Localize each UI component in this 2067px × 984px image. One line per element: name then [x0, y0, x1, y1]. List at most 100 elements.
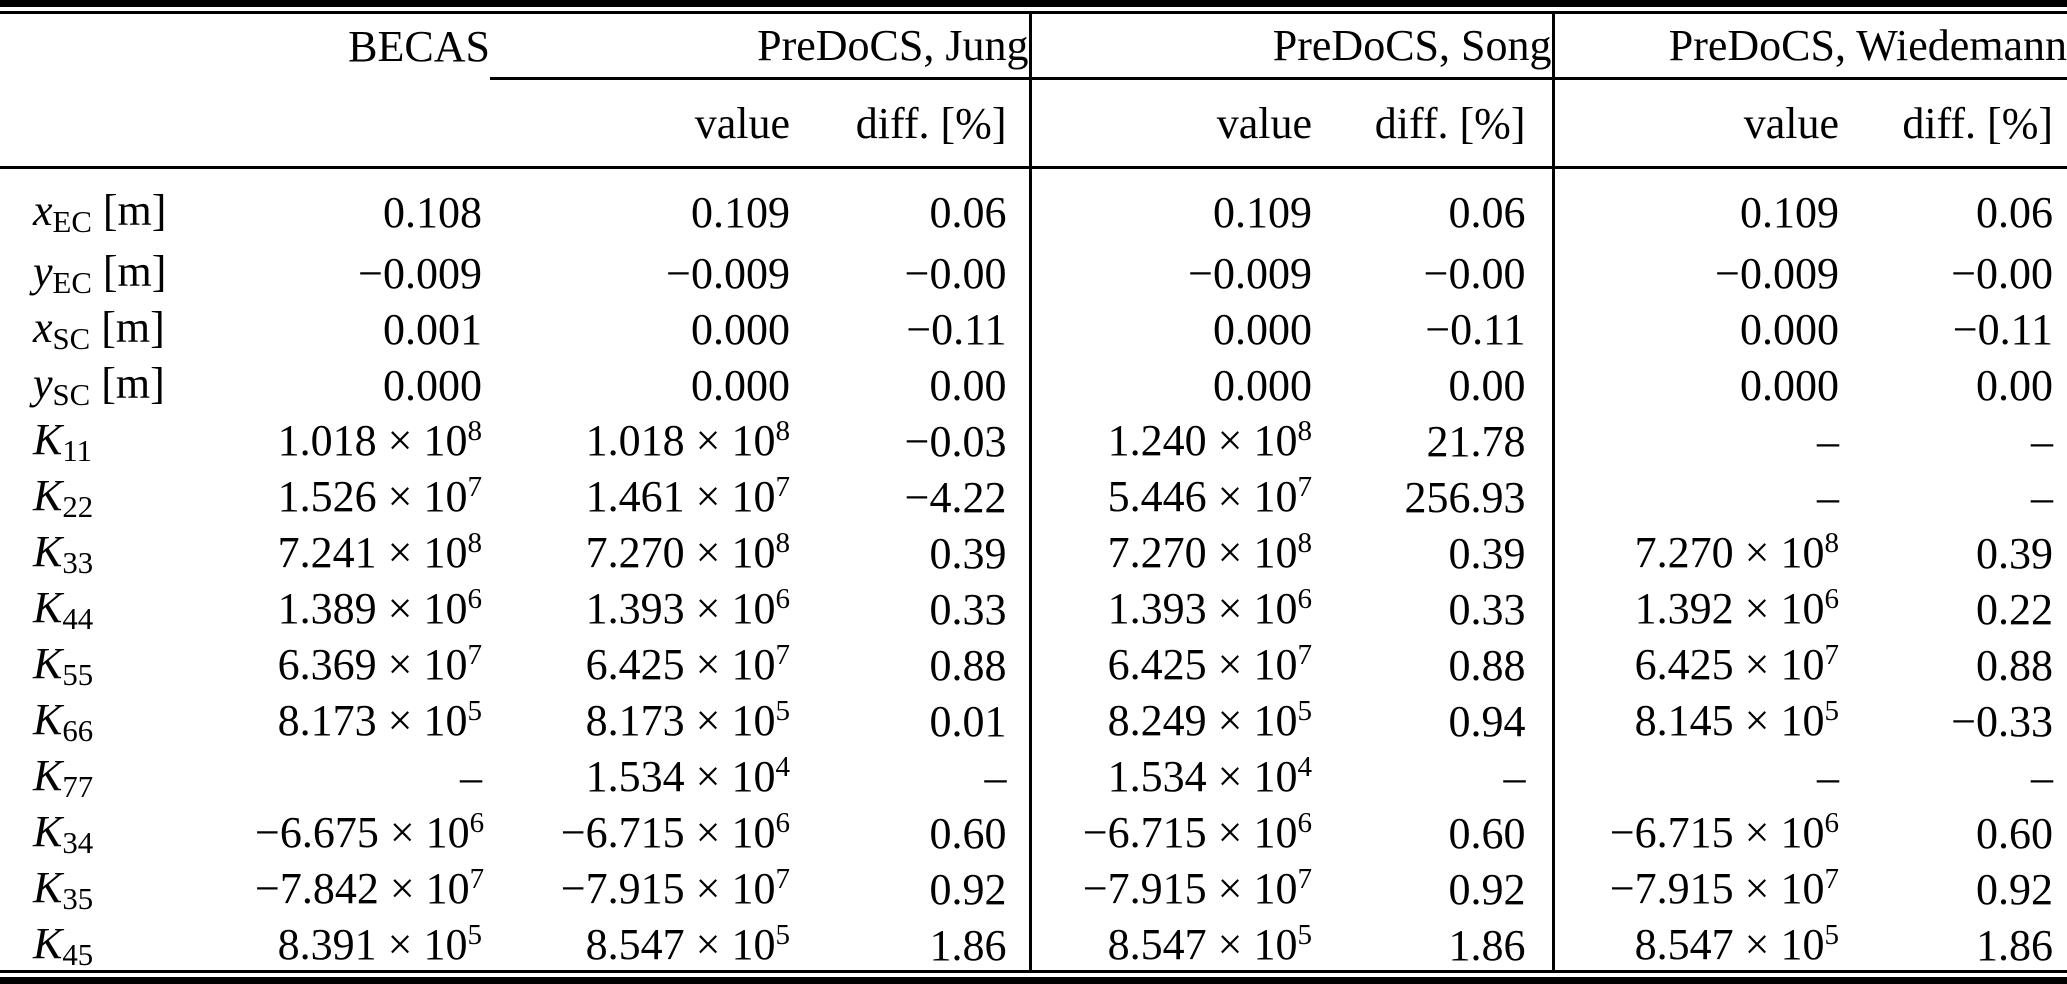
- becas-value: –: [460, 752, 482, 802]
- song-value: 8.547 × 105: [1028, 917, 1320, 973]
- jung-diff: 0.00: [929, 360, 1007, 410]
- song-diff: 21.78: [1426, 416, 1526, 466]
- wiedemann-value: 0.000: [1551, 301, 1845, 357]
- becas-value: 8.391 × 105: [277, 919, 482, 970]
- song-diff: 0.39: [1448, 528, 1526, 578]
- top-rule-thick: [0, 0, 2067, 7]
- wiedemann-diff: 0.60: [1976, 808, 2054, 858]
- table-row: K35 −7.842 × 107 −7.915 × 107 0.92 −7.915 × …: [0, 861, 2067, 917]
- wiedemann-value: –: [1551, 469, 1845, 525]
- row-label: K11: [33, 414, 93, 468]
- row-label: ySC [m]: [33, 358, 165, 412]
- song-value: −6.715 × 106: [1028, 805, 1320, 861]
- song-value: −7.915 × 107: [1028, 861, 1320, 917]
- wiedemann-value: −0.009: [1551, 245, 1845, 301]
- subheader-wiedemann-value: value: [1551, 78, 1845, 169]
- jung-diff: 0.88: [929, 640, 1007, 690]
- wiedemann-value: –: [1551, 749, 1845, 805]
- empty-cell: [0, 78, 255, 169]
- table-row: K22 1.526 × 107 1.461 × 107 −4.22 5.446 × 10…: [0, 469, 2067, 525]
- becas-value: −0.009: [358, 248, 482, 298]
- jung-value: −6.715 × 106: [560, 807, 790, 858]
- song-value: 0.109: [1028, 167, 1320, 245]
- wiedemann-value: 8.145 × 105: [1551, 693, 1845, 749]
- subheader-jung-value: value: [490, 78, 800, 169]
- song-value: 1.393 × 106: [1028, 581, 1320, 637]
- wiedemann-value: 1.392 × 106: [1551, 581, 1845, 637]
- table-row: K33 7.241 × 108 7.270 × 108 0.39 7.270 × 108…: [0, 525, 2067, 581]
- row-label: K44: [33, 582, 94, 636]
- bottom-rule-thick: [0, 977, 2067, 984]
- table-row: ySC [m] 0.000 0.000 0.00 0.000 0.00 0.000 0.00: [0, 357, 2067, 413]
- column-group-header-jung: PreDoCS, Jung: [490, 14, 1030, 80]
- table-header: BECAS PreDoCS, Jung PreDoCS, Song PreDoC…: [0, 14, 2067, 169]
- wiedemann-value: –: [1551, 413, 1845, 469]
- column-group-header-wiedemann: PreDoCS, Wiedemann: [1551, 14, 2067, 80]
- song-value: 1.240 × 108: [1028, 413, 1320, 469]
- becas-value: −7.842 × 107: [255, 863, 485, 914]
- table-row: K44 1.389 × 106 1.393 × 106 0.33 1.393 × 106…: [0, 581, 2067, 637]
- jung-value: 6.425 × 107: [585, 639, 790, 690]
- wiedemann-value: −6.715 × 106: [1551, 805, 1845, 861]
- becas-value: 1.389 × 106: [277, 583, 482, 634]
- row-label: yEC [m]: [33, 246, 167, 300]
- table-row: K77–1.534 × 104–1.534 × 104– – –: [0, 749, 2067, 805]
- jung-diff: −4.22: [904, 472, 1007, 522]
- wiedemann-diff: 0.22: [1976, 584, 2054, 634]
- jung-value: 1.018 × 108: [585, 415, 790, 466]
- jung-diff: –: [984, 752, 1007, 802]
- wiedemann-diff: 1.86: [1976, 920, 2054, 970]
- row-label: K66: [33, 694, 94, 748]
- wiedemann-diff: −0.11: [1952, 304, 2054, 354]
- wiedemann-diff: −0.33: [1951, 696, 2054, 746]
- becas-value: 7.241 × 108: [277, 527, 482, 578]
- becas-value: 0.001: [383, 304, 482, 354]
- wiedemann-value: 0.000: [1551, 357, 1845, 413]
- song-value: 5.446 × 107: [1028, 469, 1320, 525]
- song-value: 7.270 × 108: [1028, 525, 1320, 581]
- column-header-becas: BECAS: [348, 21, 490, 71]
- wiedemann-value: −7.915 × 107: [1551, 861, 1845, 917]
- song-value: −0.009: [1028, 245, 1320, 301]
- wiedemann-diff: 0.06: [1976, 187, 2054, 237]
- subheader-song-value: value: [1028, 78, 1320, 169]
- song-value: 0.000: [1028, 301, 1320, 357]
- song-value: 1.534 × 104: [1028, 749, 1320, 805]
- table-row: K66 8.173 × 105 8.173 × 105 0.01 8.249 × 105…: [0, 693, 2067, 749]
- row-label: K55: [33, 638, 94, 692]
- table-row: yEC [m] −0.009 −0.009 −0.00 −0.009 −0.00 −0.00…: [0, 245, 2067, 301]
- wiedemann-value: 7.270 × 108: [1551, 525, 1845, 581]
- wiedemann-diff: 0.88: [1976, 640, 2054, 690]
- jung-diff: 0.39: [929, 528, 1007, 578]
- wiedemann-diff: −0.00: [1951, 248, 2054, 298]
- group-header-row: BECAS PreDoCS, Jung PreDoCS, Song PreDoC…: [0, 14, 2067, 80]
- comparison-table: BECAS PreDoCS, Jung PreDoCS, Song PreDoC…: [0, 14, 2067, 973]
- table-row: xEC [m] 0.108 0.109 0.06 0.109 0.06 0.109 0.06: [0, 167, 2067, 245]
- wiedemann-diff: –: [2031, 472, 2054, 522]
- wiedemann-value: 0.109: [1551, 167, 1845, 245]
- wiedemann-diff: 0.39: [1976, 528, 2054, 578]
- jung-diff: 0.60: [929, 808, 1007, 858]
- jung-value: 1.393 × 106: [585, 583, 790, 634]
- row-label: K34: [33, 806, 94, 860]
- subheader-row: value diff. [%] value diff. [%] value di…: [0, 78, 2067, 169]
- jung-value: 7.270 × 108: [585, 527, 790, 578]
- subheader-wiedemann-diff: diff. [%]: [1845, 78, 2067, 169]
- jung-value: −7.915 × 107: [560, 863, 790, 914]
- wiedemann-diff: –: [2031, 416, 2054, 466]
- song-value: 6.425 × 107: [1028, 637, 1320, 693]
- top-rule-thin: [0, 11, 2067, 14]
- song-diff: 0.94: [1448, 696, 1526, 746]
- jung-diff: −0.00: [904, 248, 1007, 298]
- table-body: xEC [m] 0.108 0.109 0.06 0.109 0.06 0.109 0.06 y…: [0, 167, 2067, 973]
- row-label: K45: [33, 918, 94, 972]
- jung-diff: 0.01: [929, 696, 1007, 746]
- subheader-jung-diff: diff. [%]: [800, 78, 1030, 169]
- becas-value: 0.000: [383, 360, 482, 410]
- jung-diff: 1.86: [929, 920, 1007, 970]
- song-diff: 1.86: [1448, 920, 1526, 970]
- becas-value: −6.675 × 106: [255, 807, 485, 858]
- song-diff: 0.00: [1448, 360, 1526, 410]
- table-row: K45 8.391 × 105 8.547 × 105 1.86 8.547 × 105…: [0, 917, 2067, 973]
